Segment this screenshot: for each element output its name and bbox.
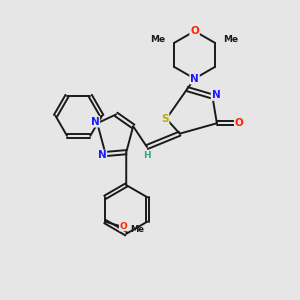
Text: N: N bbox=[212, 90, 220, 100]
Text: O: O bbox=[190, 26, 199, 36]
Text: S: S bbox=[161, 114, 169, 124]
Text: Me: Me bbox=[130, 225, 144, 234]
Text: Me: Me bbox=[224, 35, 238, 44]
Text: H: H bbox=[143, 151, 151, 160]
Text: O: O bbox=[120, 222, 128, 231]
Text: Me: Me bbox=[151, 35, 166, 44]
Text: N: N bbox=[98, 151, 106, 160]
Text: N: N bbox=[91, 117, 99, 127]
Text: O: O bbox=[235, 118, 244, 128]
Text: N: N bbox=[190, 74, 199, 84]
